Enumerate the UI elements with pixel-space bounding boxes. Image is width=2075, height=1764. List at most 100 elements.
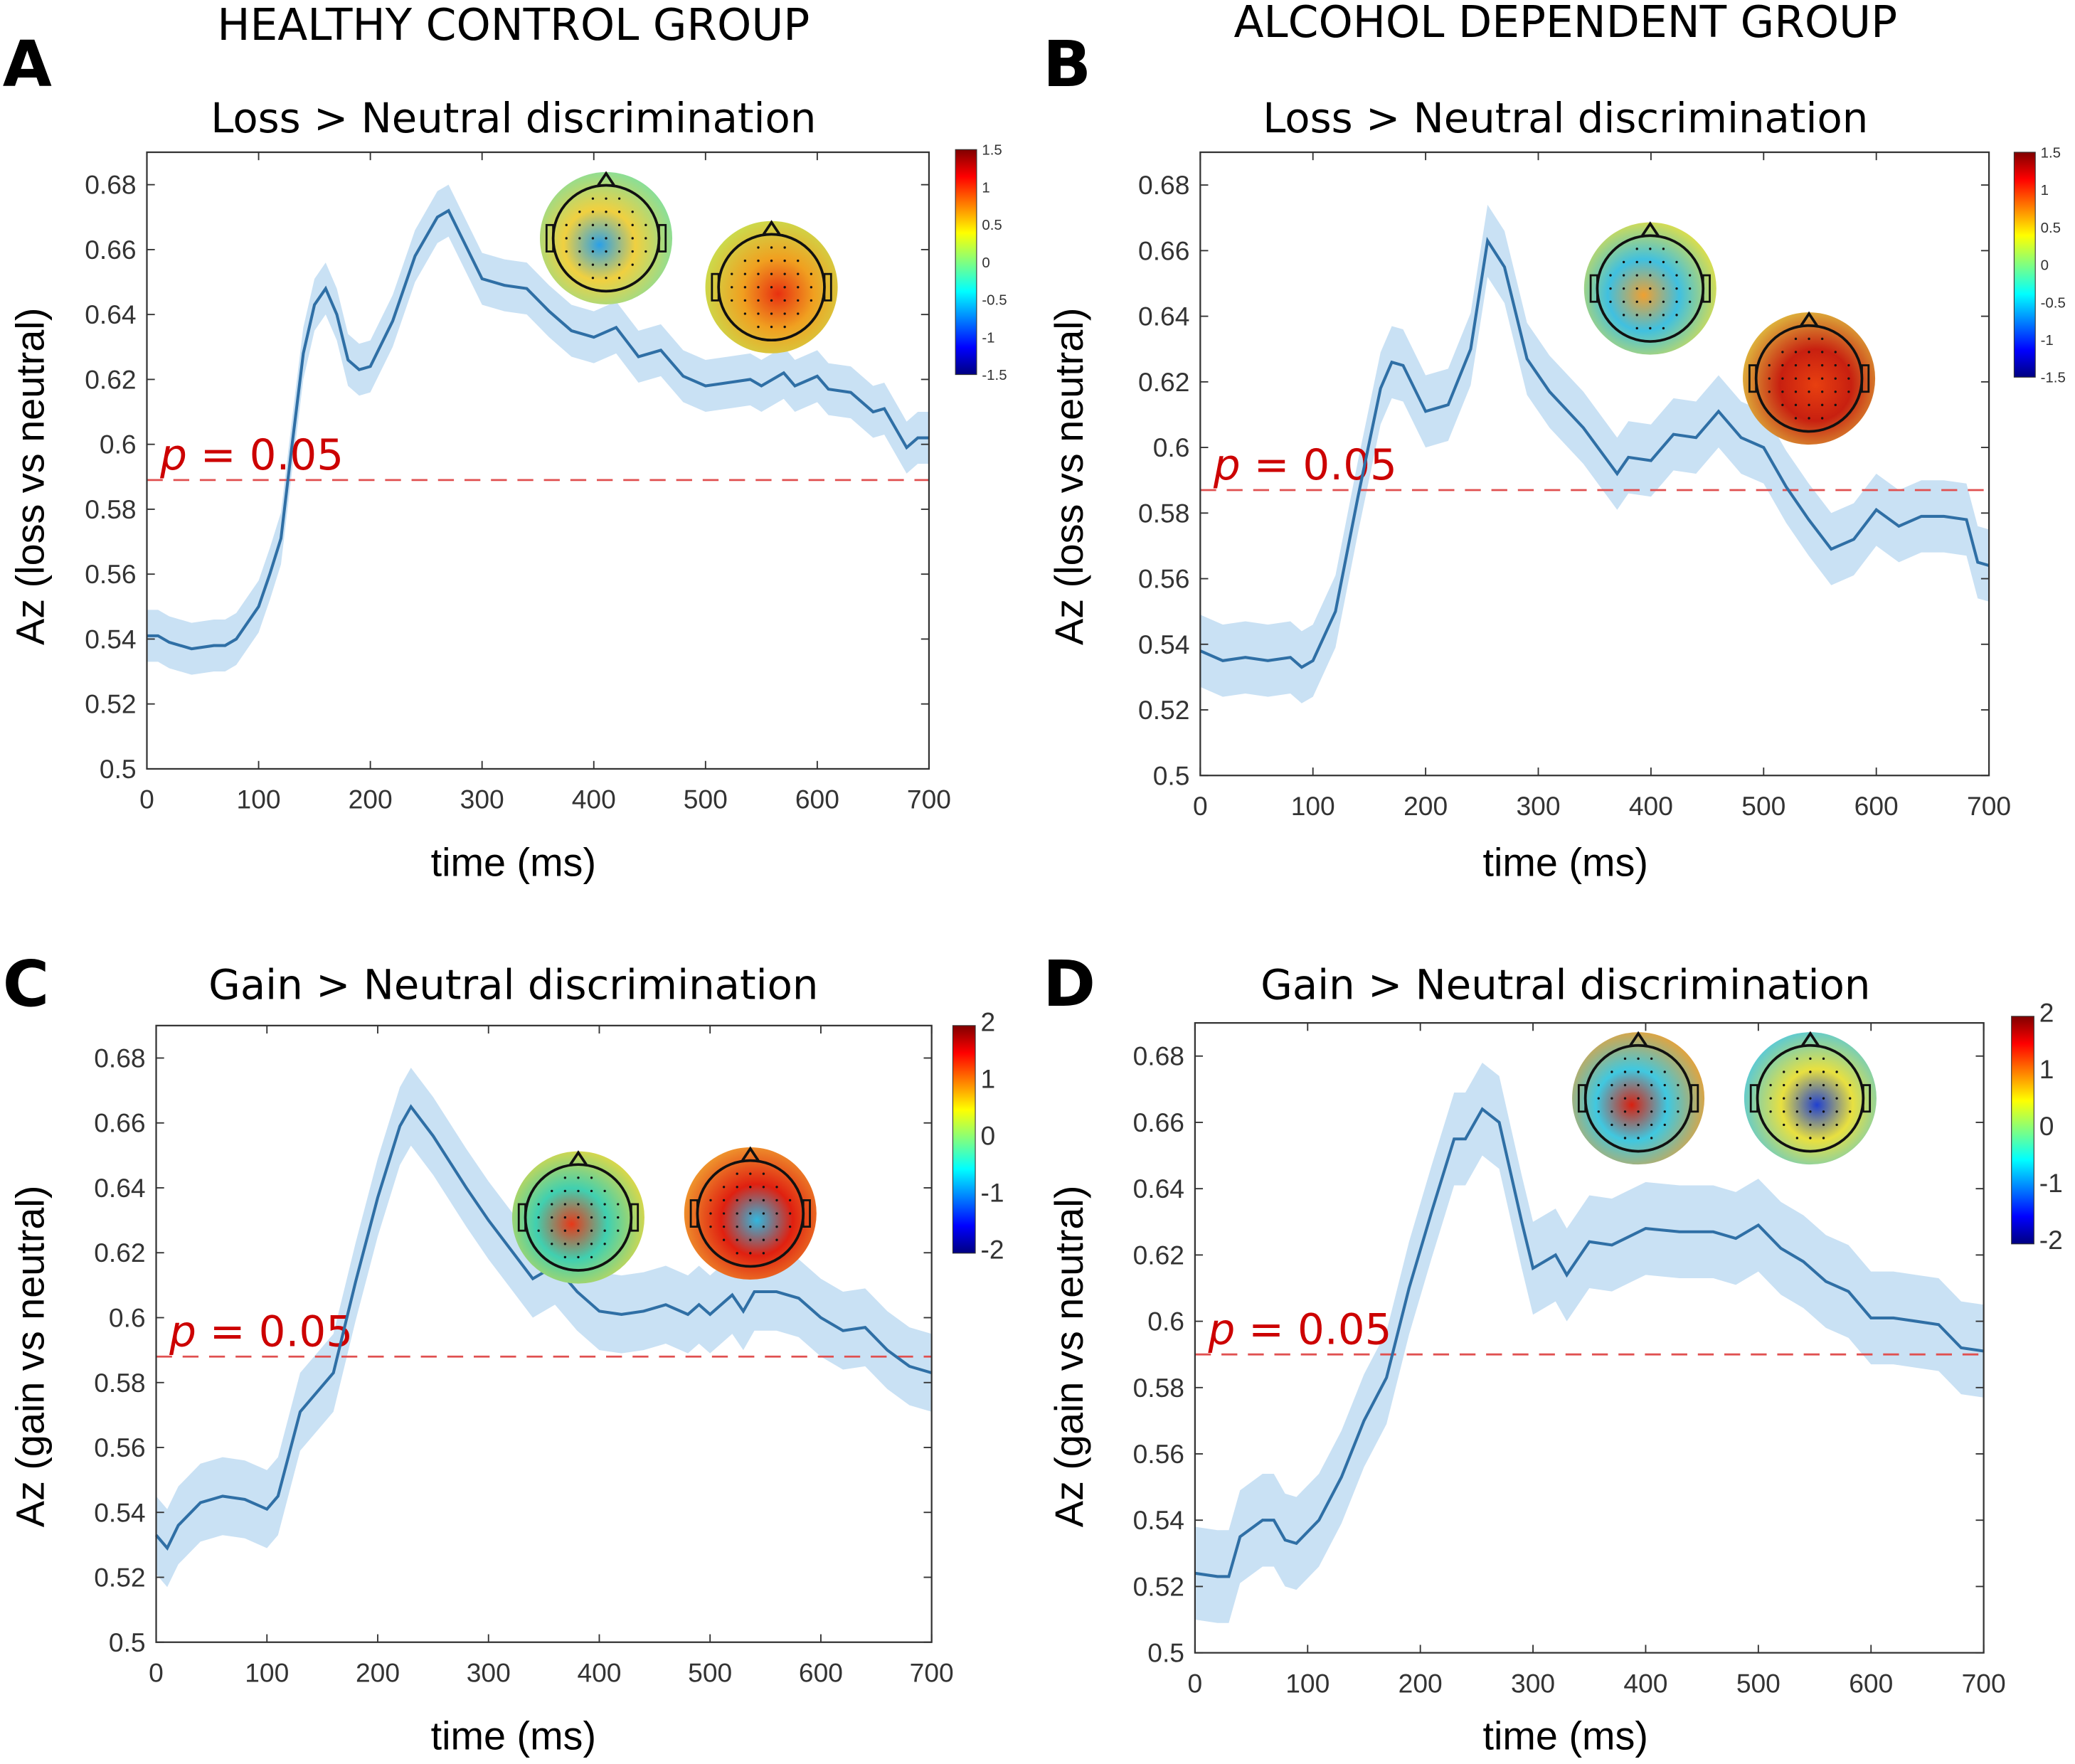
colorbar-tick-label: 0 [982,255,989,271]
y-tick-label: 0.66 [1133,1107,1184,1137]
x-tick-label: 200 [1399,1668,1443,1698]
p-symbol: p [159,431,187,480]
y-tick-label: 0.5 [100,754,137,784]
topomap-head-icon [1583,221,1716,355]
p-value-label: p = 0.05 [1207,1305,1391,1354]
colorbar-tick-label: 0 [2041,257,2049,274]
p-symbol: p [1213,441,1241,490]
mean-az-line [1199,236,1990,669]
y-tick-label: 0.52 [1133,1571,1184,1601]
x-tick-label: 700 [1967,791,2011,821]
x-tick-label: 400 [1623,1668,1667,1698]
x-tick-label: 600 [799,1658,843,1688]
x-axis-label: time (ms) [1483,1713,1648,1758]
y-tick-label: 0.58 [85,494,136,524]
p-value: = 0.05 [1235,1305,1391,1354]
y-tick-label: 0.62 [1138,367,1189,397]
chart-title: Loss > Neutral discrimination [1263,94,1868,142]
colorbar-tick-label: -1 [981,1177,1004,1207]
x-tick-label: 600 [1854,791,1899,821]
y-tick-label: 0.6 [1147,1307,1184,1337]
colorbar-tick-label: 2 [2039,997,2054,1027]
mean-az-line [1194,1107,1984,1578]
p-value-label: p = 0.05 [1213,441,1397,490]
plot-frame [1194,1022,1985,1654]
y-axis-label: Az (loss vs neutral) [1046,308,1091,645]
plot-frame [146,151,930,770]
p-value: = 0.05 [1241,441,1397,490]
plot-frame [1199,151,1990,777]
colorbar-tick-label: 1 [982,179,989,196]
y-tick-label: 0.5 [1147,1638,1184,1668]
mean-az-line [147,208,929,651]
x-tick-label: 200 [349,785,393,814]
y-tick-label: 0.66 [94,1108,145,1138]
colorbar-tick-label: -0.5 [982,292,1007,309]
x-tick-label: 700 [910,1658,954,1688]
x-tick-label: 200 [356,1658,400,1688]
panel-a: A Loss > Neutral discrimination p = 0.05 0 1… [3,28,1007,885]
header-alcohol-dependent: ALCOHOL DEPENDENT GROUP [1233,0,1897,48]
p-value: = 0.05 [187,431,344,480]
y-tick-label: 0.64 [1133,1174,1184,1204]
topomap-head-icon [511,1150,644,1284]
x-axis-label: time (ms) [431,840,596,885]
y-tick-label: 0.5 [1153,760,1190,790]
y-tick-label: 0.58 [94,1368,145,1398]
y-tick-label: 0.68 [85,170,136,200]
panel-letter: B [1043,28,1091,102]
x-tick-label: 300 [460,785,504,814]
p-symbol: p [169,1307,196,1356]
colorbar-tick-label: 1 [2039,1054,2054,1084]
y-tick-label: 0.64 [94,1173,145,1203]
y-tick-label: 0.54 [85,624,136,654]
y-tick-label: 0.62 [85,364,136,394]
colorbar-tick-label: -1 [2039,1168,2063,1198]
x-tick-label: 100 [1291,791,1335,821]
x-tick-label: 500 [1736,1668,1781,1698]
y-tick-label: 0.52 [94,1563,145,1593]
y-tick-label: 0.52 [85,689,136,719]
colorbar-tick-label: -1 [2041,332,2054,349]
topomap-head-icon [705,220,838,354]
topomap-head-icon [684,1146,817,1280]
x-tick-label: 700 [1962,1668,2006,1698]
x-tick-label: 400 [1629,791,1673,821]
x-tick-label: 0 [1193,791,1208,821]
y-tick-label: 0.6 [1153,432,1190,462]
plot-frame [155,1024,933,1643]
x-tick-label: 300 [1511,1668,1555,1698]
confidence-band [1200,204,1990,703]
y-tick-label: 0.6 [100,430,137,459]
chart-title: Loss > Neutral discrimination [211,94,816,142]
x-tick-label: 500 [688,1658,732,1688]
p-symbol: p [1207,1305,1235,1354]
colorbar-tick-label: 0 [981,1120,996,1150]
topomap-head-icon [1744,1031,1877,1165]
x-tick-label: 500 [684,785,728,814]
y-tick-label: 0.58 [1138,498,1189,528]
x-tick-label: 100 [245,1658,289,1688]
colorbar [2011,1016,2034,1245]
x-tick-label: 600 [795,785,839,814]
y-tick-label: 0.56 [1138,564,1189,594]
colorbar-tick-label: -1.5 [982,367,1007,383]
x-tick-label: 100 [237,785,281,814]
y-tick-label: 0.68 [94,1043,145,1073]
colorbar [955,149,977,376]
p-value: = 0.05 [196,1307,353,1356]
colorbar-tick-label: 1 [981,1063,996,1093]
colorbar-tick-label: -2 [981,1234,1004,1264]
y-tick-label: 0.56 [1133,1439,1184,1469]
x-tick-label: 500 [1741,791,1785,821]
colorbar-tick-label: 0 [2039,1111,2054,1141]
y-tick-label: 0.64 [1138,302,1189,331]
topomap-head-icon [1572,1031,1705,1165]
y-tick-label: 0.62 [1133,1240,1184,1270]
panel-letter: D [1043,947,1095,1021]
x-tick-label: 0 [1188,1668,1203,1698]
panel-c: C Gain > Neutral discrimination p = 0.05 0 1… [3,947,1004,1758]
y-tick-label: 0.56 [94,1433,145,1462]
confidence-band [156,1068,932,1588]
y-tick-label: 0.52 [1138,695,1189,725]
